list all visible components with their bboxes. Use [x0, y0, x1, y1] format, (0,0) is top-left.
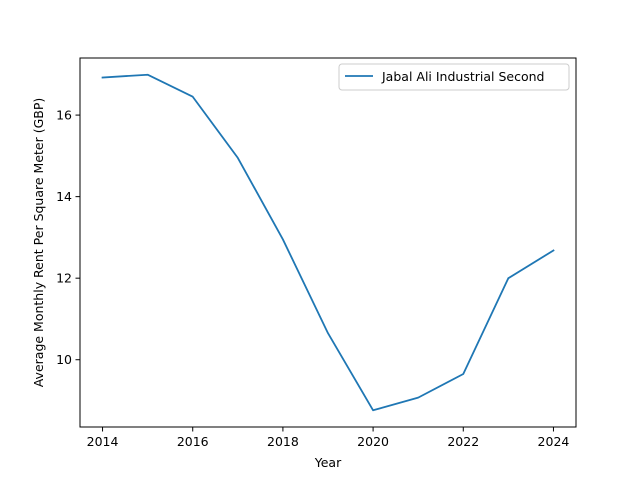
y-tick-label: 12 — [56, 271, 72, 286]
y-axis: 10 12 14 16 — [56, 108, 80, 367]
plot-area — [79, 57, 577, 428]
legend: Jabal Ali Industrial Second — [338, 63, 570, 91]
x-tick-label: 2018 — [267, 434, 299, 449]
x-tick-label: 2020 — [357, 434, 389, 449]
legend-box — [338, 63, 570, 91]
x-tick-label: 2016 — [177, 434, 209, 449]
y-axis-label: Average Monthly Rent Per Square Meter (G… — [31, 98, 46, 388]
legend-entry: Jabal Ali Industrial Second — [381, 69, 544, 84]
x-tick-label: 2014 — [87, 434, 119, 449]
series-line — [101, 73, 555, 412]
series-layer — [101, 73, 555, 412]
plot-frame — [79, 57, 577, 428]
x-tick-label: 2022 — [447, 434, 479, 449]
x-axis: 2014 2016 2018 2020 2022 2024 — [87, 427, 570, 449]
x-axis-label: Year — [314, 455, 342, 470]
y-tick-label: 16 — [56, 108, 72, 123]
y-tick-label: 10 — [56, 352, 72, 367]
x-tick-label: 2024 — [538, 434, 570, 449]
y-tick-label: 14 — [56, 189, 72, 204]
